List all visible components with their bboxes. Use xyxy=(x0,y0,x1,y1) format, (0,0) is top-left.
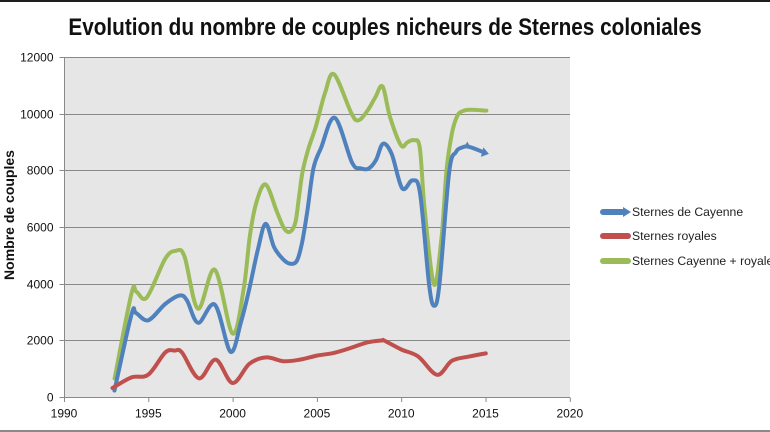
svg-text:2015: 2015 xyxy=(472,407,499,421)
svg-text:1990: 1990 xyxy=(51,407,78,421)
svg-text:10000: 10000 xyxy=(20,108,54,122)
svg-text:2020: 2020 xyxy=(556,407,583,421)
svg-text:6000: 6000 xyxy=(27,221,54,235)
svg-text:2005: 2005 xyxy=(304,407,331,421)
svg-text:8000: 8000 xyxy=(27,164,54,178)
svg-text:1995: 1995 xyxy=(135,407,162,421)
svg-text:2010: 2010 xyxy=(388,407,415,421)
svg-text:2000: 2000 xyxy=(219,407,246,421)
svg-text:12000: 12000 xyxy=(20,51,54,65)
svg-text:4000: 4000 xyxy=(27,278,54,292)
svg-text:2000: 2000 xyxy=(27,334,54,348)
svg-text:0: 0 xyxy=(47,391,54,405)
